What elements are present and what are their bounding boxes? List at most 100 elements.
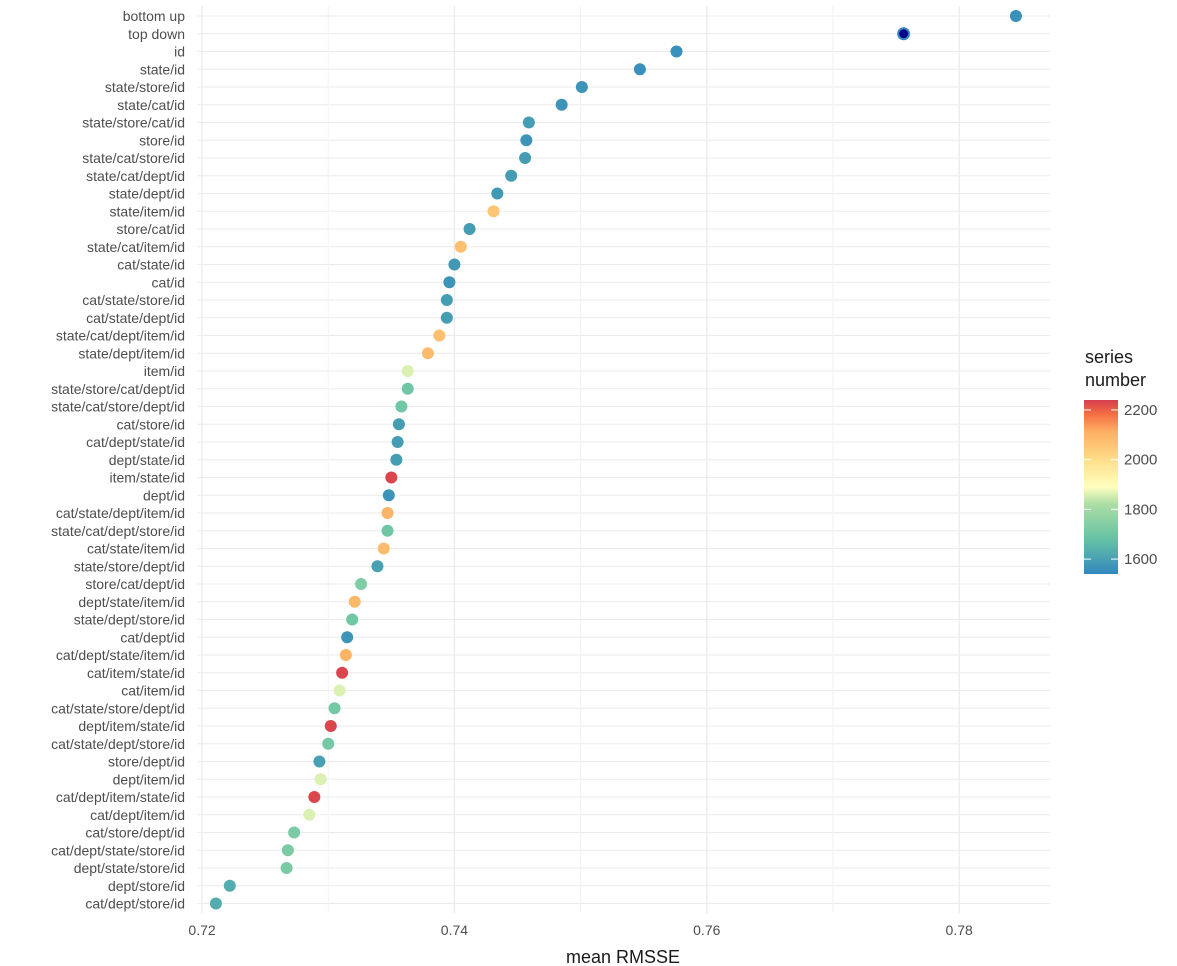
data-point — [371, 560, 384, 573]
category-label: cat/dept/item/state/id — [56, 789, 185, 805]
category-label: cat/item/state/id — [87, 665, 185, 681]
data-point — [505, 169, 518, 182]
x-axis-ticks: 0.72 0.74 0.76 0.78 — [188, 922, 973, 938]
category-label: item/id — [144, 363, 185, 379]
category-label: dept/state/store/id — [74, 860, 185, 876]
category-label: state/cat/store/id — [82, 150, 185, 166]
category-label: state/store/dept/id — [74, 558, 185, 574]
data-point — [223, 879, 236, 892]
data-point — [487, 205, 500, 218]
data-point — [314, 773, 327, 786]
data-point — [303, 808, 316, 821]
legend-tick-label: 2000 — [1124, 452, 1157, 469]
data-point — [670, 45, 683, 58]
data-point — [440, 294, 453, 306]
category-label: cat/state/id — [117, 257, 185, 273]
data-point — [491, 187, 504, 200]
category-label: state/cat/id — [117, 97, 185, 113]
data-point — [333, 684, 346, 697]
category-label: cat/dept/state/store/id — [51, 842, 185, 858]
legend-tick-label: 2200 — [1124, 402, 1157, 419]
category-label: cat/dept/item/id — [90, 807, 185, 823]
category-label: state/cat/item/id — [87, 239, 185, 255]
data-point — [281, 844, 294, 857]
category-label: state/dept/id — [109, 186, 185, 202]
data-point — [381, 524, 394, 537]
data-point — [313, 755, 326, 768]
legend-colorbar — [1084, 400, 1118, 574]
category-label: state/cat/dept/id — [86, 168, 185, 184]
category-label: state/item/id — [110, 203, 185, 219]
data-point — [1009, 10, 1022, 22]
category-label: store/cat/dept/id — [85, 576, 185, 592]
category-label: cat/dept/id — [120, 629, 185, 645]
category-label: state/dept/item/id — [78, 345, 185, 361]
category-label: state/cat/dept/item/id — [56, 328, 185, 344]
category-label: cat/store/dept/id — [85, 825, 185, 841]
data-point — [401, 365, 414, 377]
data-point — [336, 666, 349, 679]
category-label: cat/state/item/id — [87, 541, 185, 557]
data-point — [377, 542, 390, 555]
x-axis-title: mean RMSSE — [566, 947, 680, 966]
data-point — [328, 702, 341, 715]
category-label: cat/state/dept/id — [86, 310, 185, 326]
legend-title-line-1: series — [1085, 347, 1133, 367]
category-label: dept/item/state/id — [78, 718, 185, 734]
category-label: store/id — [139, 132, 185, 148]
category-label: state/dept/store/id — [74, 612, 185, 628]
category-label: cat/dept/store/id — [85, 896, 185, 912]
category-label: state/cat/dept/store/id — [51, 523, 185, 539]
data-point — [448, 258, 461, 271]
data-point — [463, 223, 476, 235]
data-point — [381, 507, 394, 519]
category-label: bottom up — [123, 8, 185, 24]
data-point — [382, 489, 395, 502]
data-point — [443, 276, 456, 289]
category-label: cat/dept/state/id — [86, 434, 185, 450]
data-point — [440, 311, 453, 324]
legend-ticks: 1600 1800 2000 2200 — [1084, 402, 1157, 568]
data-point — [355, 578, 368, 590]
category-label: state/cat/store/dept/id — [51, 399, 185, 415]
category-label: cat/item/id — [121, 683, 185, 699]
category-label: store/cat/id — [117, 221, 185, 237]
data-point — [433, 329, 446, 342]
data-point — [322, 737, 335, 750]
data-point — [392, 418, 405, 431]
category-label: cat/state/dept/item/id — [56, 505, 185, 521]
x-tick-label: 0.72 — [188, 922, 215, 938]
category-label: state/id — [140, 61, 185, 77]
legend-tick-label: 1800 — [1124, 501, 1157, 518]
legend: series number 1600 1800 2000 2200 — [1084, 347, 1157, 574]
data-point — [575, 81, 588, 93]
category-label: top down — [128, 26, 185, 42]
category-label: cat/state/store/id — [82, 292, 185, 308]
legend-title-line-2: number — [1085, 370, 1146, 390]
category-label: cat/store/id — [117, 416, 185, 432]
data-point — [897, 27, 911, 41]
data-point — [421, 347, 434, 360]
data-points — [209, 10, 1022, 910]
data-point — [391, 436, 404, 448]
category-label: cat/state/store/dept/id — [51, 700, 185, 716]
data-point — [519, 152, 532, 164]
data-point — [385, 471, 398, 484]
category-label: dept/id — [143, 487, 185, 503]
x-tick-label: 0.78 — [946, 922, 973, 938]
legend-tick-label: 1600 — [1124, 551, 1157, 568]
data-point — [288, 826, 301, 839]
data-point — [522, 116, 535, 129]
data-point — [395, 400, 408, 413]
category-label: cat/dept/state/item/id — [56, 647, 185, 663]
category-label: state/store/id — [105, 79, 185, 95]
grid — [197, 6, 1050, 913]
data-point — [520, 134, 533, 147]
data-point — [555, 98, 568, 111]
data-point — [308, 791, 321, 803]
category-label: dept/item/id — [113, 771, 185, 787]
data-point — [324, 720, 337, 732]
